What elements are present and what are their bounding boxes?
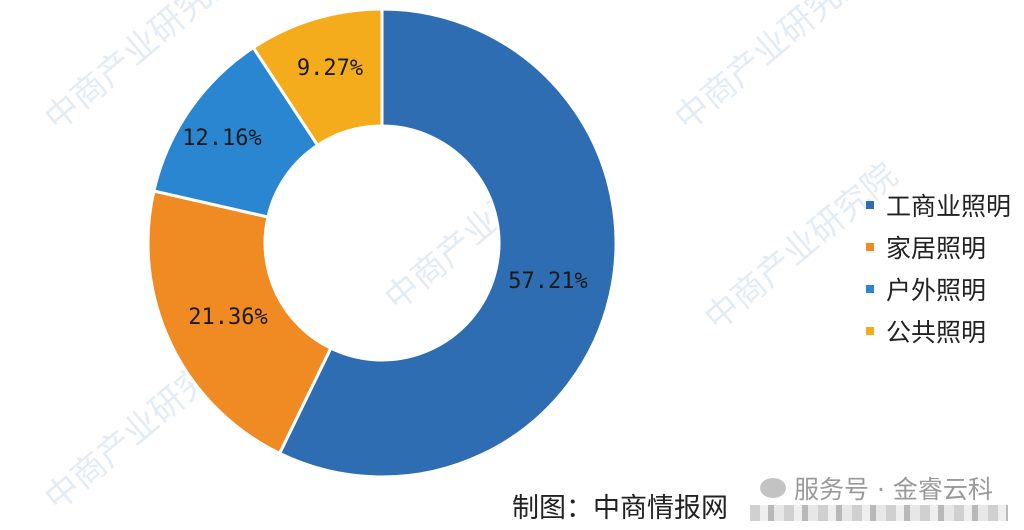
donut-slice (146, 189, 333, 456)
donut-slice (251, 7, 384, 148)
data-label: 9.27% (297, 56, 363, 81)
legend-swatch (866, 243, 874, 251)
legend-item: 工商业照明 (866, 184, 1011, 226)
service-text: 服务号 · 金睿云科 (794, 475, 993, 504)
data-label: 21.36% (188, 305, 267, 330)
data-label: 57.21% (508, 269, 587, 294)
service-watermark: 服务号 · 金睿云科 (760, 470, 993, 506)
legend-label: 户外照明 (886, 276, 987, 305)
legend-label: 公共照明 (886, 318, 987, 347)
chart-credit: 制图：中商情报网 (512, 493, 728, 524)
donut-slice (277, 7, 618, 479)
legend-item: 户外照明 (866, 268, 1011, 310)
legend-swatch (866, 285, 874, 293)
donut-slice (152, 45, 320, 219)
legend-swatch (866, 201, 874, 209)
data-label: 12.16% (182, 126, 261, 151)
legend-label: 家居照明 (886, 234, 987, 263)
wechat-icon (760, 478, 786, 498)
legend: 工商业照明 家居照明 户外照明 公共照明 (866, 184, 1011, 352)
legend-label: 工商业照明 (886, 192, 1012, 221)
blurred-text (750, 505, 1008, 521)
legend-item: 公共照明 (866, 310, 1011, 352)
legend-item: 家居照明 (866, 226, 1011, 268)
legend-swatch (866, 327, 874, 335)
